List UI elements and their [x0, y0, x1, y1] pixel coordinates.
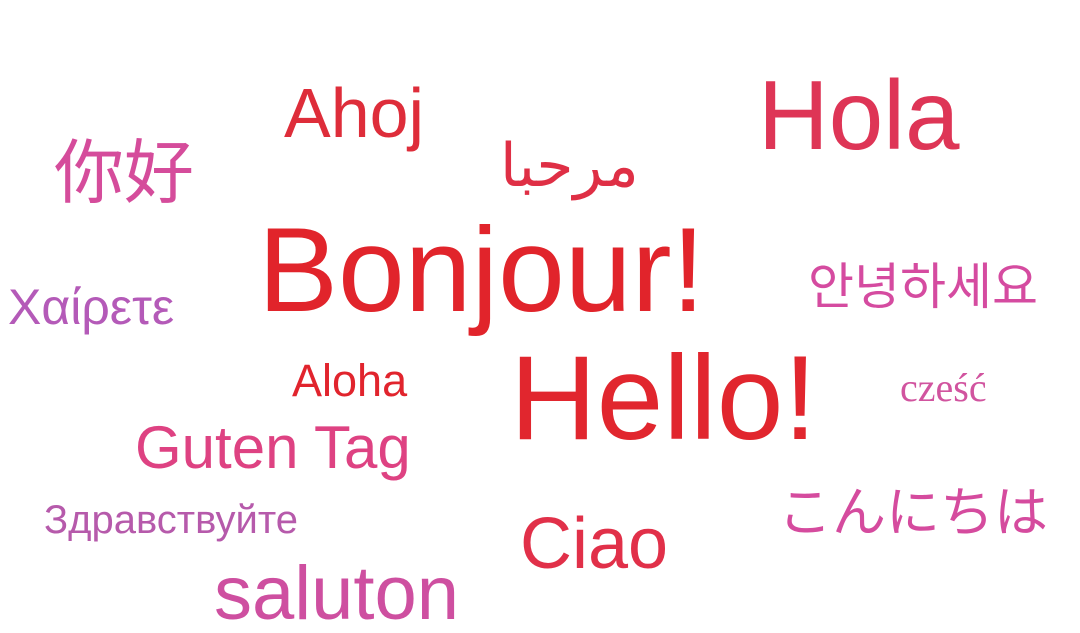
word-saluton: saluton [214, 551, 460, 633]
word-ciao: Ciao [520, 504, 669, 584]
word-bonjour: Bonjour! [258, 203, 705, 337]
word-chairete: Χαίρετε [8, 279, 175, 335]
word-nihao: 你好 [54, 132, 194, 214]
word-hello: Hello! [510, 331, 817, 465]
word-zdravstvuyte: Здравствуйте [44, 498, 298, 542]
word-ahoj: Ahoj [284, 74, 425, 152]
word-annyeonghaseyo: 안녕하세요 [808, 258, 1038, 316]
word-marhaba: مرحبا [500, 131, 639, 201]
word-guten-tag: Guten Tag [135, 414, 411, 481]
word-czesc: cześć [900, 365, 987, 410]
word-aloha: Aloha [292, 355, 408, 406]
word-hola: Hola [758, 60, 960, 170]
word-konnichiwa: こんにちは [778, 481, 1048, 544]
